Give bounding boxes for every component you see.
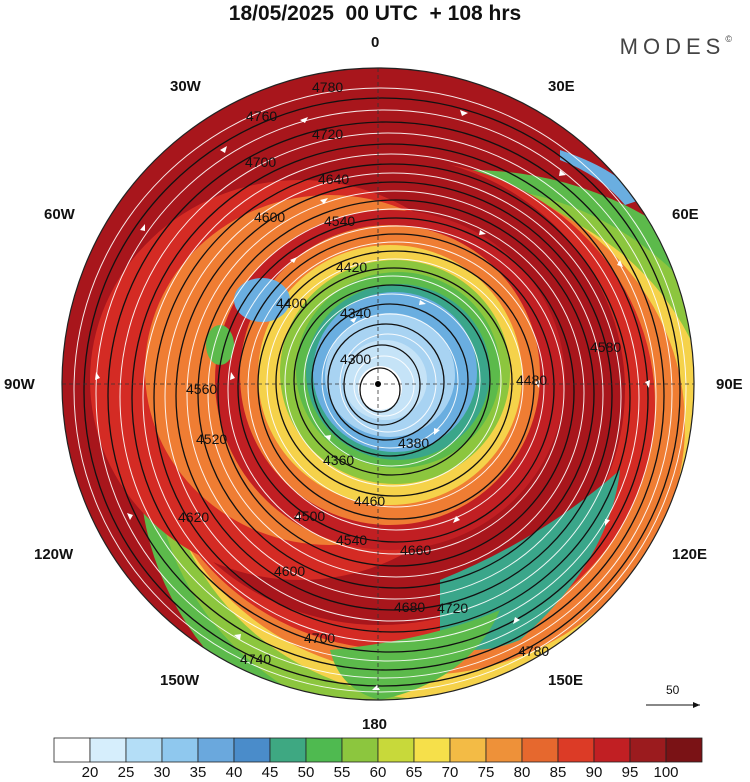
contour-label: 4640	[318, 171, 349, 187]
colorbar-swatch	[665, 737, 703, 763]
contour-label-group: 4780 4760 4720 4700 4640 4600 4540 4420 …	[178, 79, 621, 667]
colorbar-swatch	[593, 737, 631, 763]
contour-label: 4500	[294, 508, 325, 524]
colorbar-tick-label: 25	[117, 764, 135, 781]
colorbar-swatch	[197, 737, 235, 763]
lon-label-150w: 150W	[160, 672, 200, 689]
height-contours	[83, 97, 681, 687]
colorbar-tick-label: 85	[549, 764, 567, 781]
contour-label: 4560	[186, 381, 217, 397]
lon-label-120w: 120W	[34, 546, 74, 563]
contour-label: 4620	[178, 509, 209, 525]
contour-label: 4540	[324, 213, 355, 229]
colorbar-swatch	[341, 737, 379, 763]
lon-label-90e: 90E	[716, 376, 743, 393]
colorbar-swatch	[89, 737, 127, 763]
colorbar-tick-label: 100	[653, 764, 679, 781]
contour-label: 4780	[518, 643, 549, 659]
colorbar-swatch	[233, 737, 271, 763]
lon-label-180: 180	[362, 716, 388, 733]
contour-label: 4380	[398, 435, 429, 451]
colorbar-swatch	[269, 737, 307, 763]
colorbar-tick-label: 50	[297, 764, 315, 781]
contour-label: 4600	[254, 209, 285, 225]
lon-label-30e: 30E	[548, 78, 575, 95]
wind-arrowheads	[95, 110, 650, 690]
contour-label: 4420	[336, 259, 367, 275]
contour-label: 4740	[240, 651, 271, 667]
colorbar-swatch	[449, 737, 487, 763]
map-boundary	[61, 67, 695, 701]
contour-label: 4460	[354, 493, 385, 509]
colorbar-swatch	[305, 737, 343, 763]
colorbar-swatch	[161, 737, 199, 763]
vector-legend-label: 50	[666, 683, 680, 697]
colorbar-swatch	[629, 737, 667, 763]
colorbar-swatch	[53, 737, 91, 763]
colorbar-tick-label: 45	[261, 764, 279, 781]
contour-label: 4780	[312, 79, 343, 95]
contour-label: 4340	[340, 305, 371, 321]
vector-legend-arrow	[646, 702, 700, 708]
colorbar-tick-label: 60	[369, 764, 387, 781]
wind-streamlines	[73, 87, 687, 693]
colorbar-swatch	[377, 737, 415, 763]
colorbar-tick-label: 40	[225, 764, 243, 781]
lon-label-120e: 120E	[672, 546, 708, 563]
colorbar-tick-label: 95	[621, 764, 639, 781]
north-pole-marker	[375, 381, 381, 387]
contour-label: 4720	[312, 126, 343, 142]
contour-label: 4520	[196, 431, 227, 447]
lon-label-60e: 60E	[672, 206, 699, 223]
contour-label: 4680	[394, 599, 425, 615]
contour-label: 4700	[245, 154, 276, 170]
contour-label: 4480	[516, 372, 547, 388]
contour-label: 4580	[590, 339, 621, 355]
contour-label: 4600	[274, 563, 305, 579]
contour-label: 4760	[246, 108, 277, 124]
colorbar-tick-label: 65	[405, 764, 423, 781]
colorbar-tick-label: 30	[153, 764, 171, 781]
lon-label-60w: 60W	[44, 206, 75, 223]
contour-label: 4540	[336, 532, 367, 548]
colorbar-tick-label: 70	[441, 764, 459, 781]
colorbar	[53, 737, 703, 763]
colorbar-tick-label: 20	[81, 764, 99, 781]
colorbar-swatch	[413, 737, 451, 763]
brand-logo: MODES©	[619, 34, 732, 59]
contour-label: 4400	[276, 295, 307, 311]
lon-label-150e: 150E	[548, 672, 584, 689]
lon-label-30w: 30W	[170, 78, 201, 95]
lon-label-0: 0	[371, 34, 380, 51]
colorbar-tick-label: 55	[333, 764, 351, 781]
colorbar-tick-label: 80	[513, 764, 531, 781]
colorbar-swatch	[557, 737, 595, 763]
contour-label: 4360	[323, 452, 354, 468]
colorbar-swatch	[521, 737, 559, 763]
map-title: 18/05/2025 00 UTC + 108 hrs	[228, 2, 522, 25]
contour-label: 4720	[437, 600, 468, 616]
contour-label: 4300	[340, 351, 371, 367]
colorbar-tick-label: 75	[477, 764, 495, 781]
colorbar-tick-label: 90	[585, 764, 603, 781]
lon-label-90w: 90W	[4, 376, 35, 393]
contour-label: 4660	[400, 542, 431, 558]
colorbar-tick-label: 35	[189, 764, 207, 781]
colorbar-swatch	[485, 737, 523, 763]
colorbar-swatch	[125, 737, 163, 763]
contour-label: 4700	[304, 630, 335, 646]
